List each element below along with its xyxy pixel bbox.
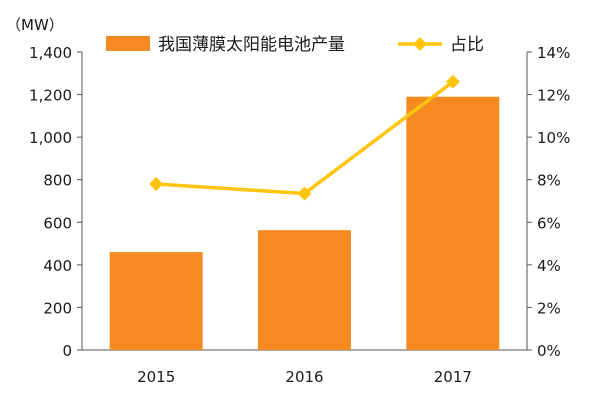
legend-line-label: 占比 (450, 35, 484, 55)
legend-bar-label: 我国薄膜太阳能电池产量 (158, 35, 345, 55)
y-axis-left-tick-label: 400 (43, 257, 72, 275)
x-axis-tick-label: 2017 (434, 368, 472, 386)
bar (258, 230, 351, 350)
y-axis-left-tick-label: 600 (43, 214, 72, 232)
legend-bar-swatch (106, 36, 150, 51)
bar (406, 96, 500, 350)
bar (109, 252, 203, 350)
y-axis-left-tick-label: 0 (62, 342, 72, 360)
x-axis-tick-label: 2015 (137, 368, 175, 386)
line-point-marker (297, 186, 312, 201)
y-axis-left-tick-label: 1,200 (29, 87, 72, 105)
line-point-marker (149, 176, 164, 191)
y-axis-right-tick-label: 2% (537, 299, 561, 317)
y-axis-right-tick-label: 4% (537, 257, 561, 275)
y-axis-right-tick-label: 6% (537, 214, 561, 232)
y-axis-right-tick-label: 8% (537, 172, 561, 190)
y-axis-right-tick-label: 14% (537, 44, 570, 62)
y-axis-left-tick-label: 1,000 (29, 129, 72, 147)
y-axis-right-tick-label: 10% (537, 129, 570, 147)
y-axis-right-tick-label: 0% (537, 342, 561, 360)
line-layer (149, 74, 460, 201)
legend-line-marker (413, 37, 427, 51)
legend: 我国薄膜太阳能电池产量 占比 (106, 35, 484, 55)
y-axis-left-tick-label: 800 (43, 172, 72, 190)
x-axis-tick-label: 2016 (285, 368, 323, 386)
y-axis-left-unit-label: （MW） (6, 16, 64, 34)
bars-layer (109, 96, 500, 350)
y-axis-left-tick-label: 200 (43, 299, 72, 317)
axes-layer: （MW） 0 200 400 600 800 1,000 1,200 1,400 0% 2% 4% 6%… (6, 16, 570, 386)
y-axis-right-tick-label: 12% (537, 87, 570, 105)
line-point-marker (445, 74, 460, 89)
y-axis-left-tick-label: 1,400 (29, 44, 72, 62)
